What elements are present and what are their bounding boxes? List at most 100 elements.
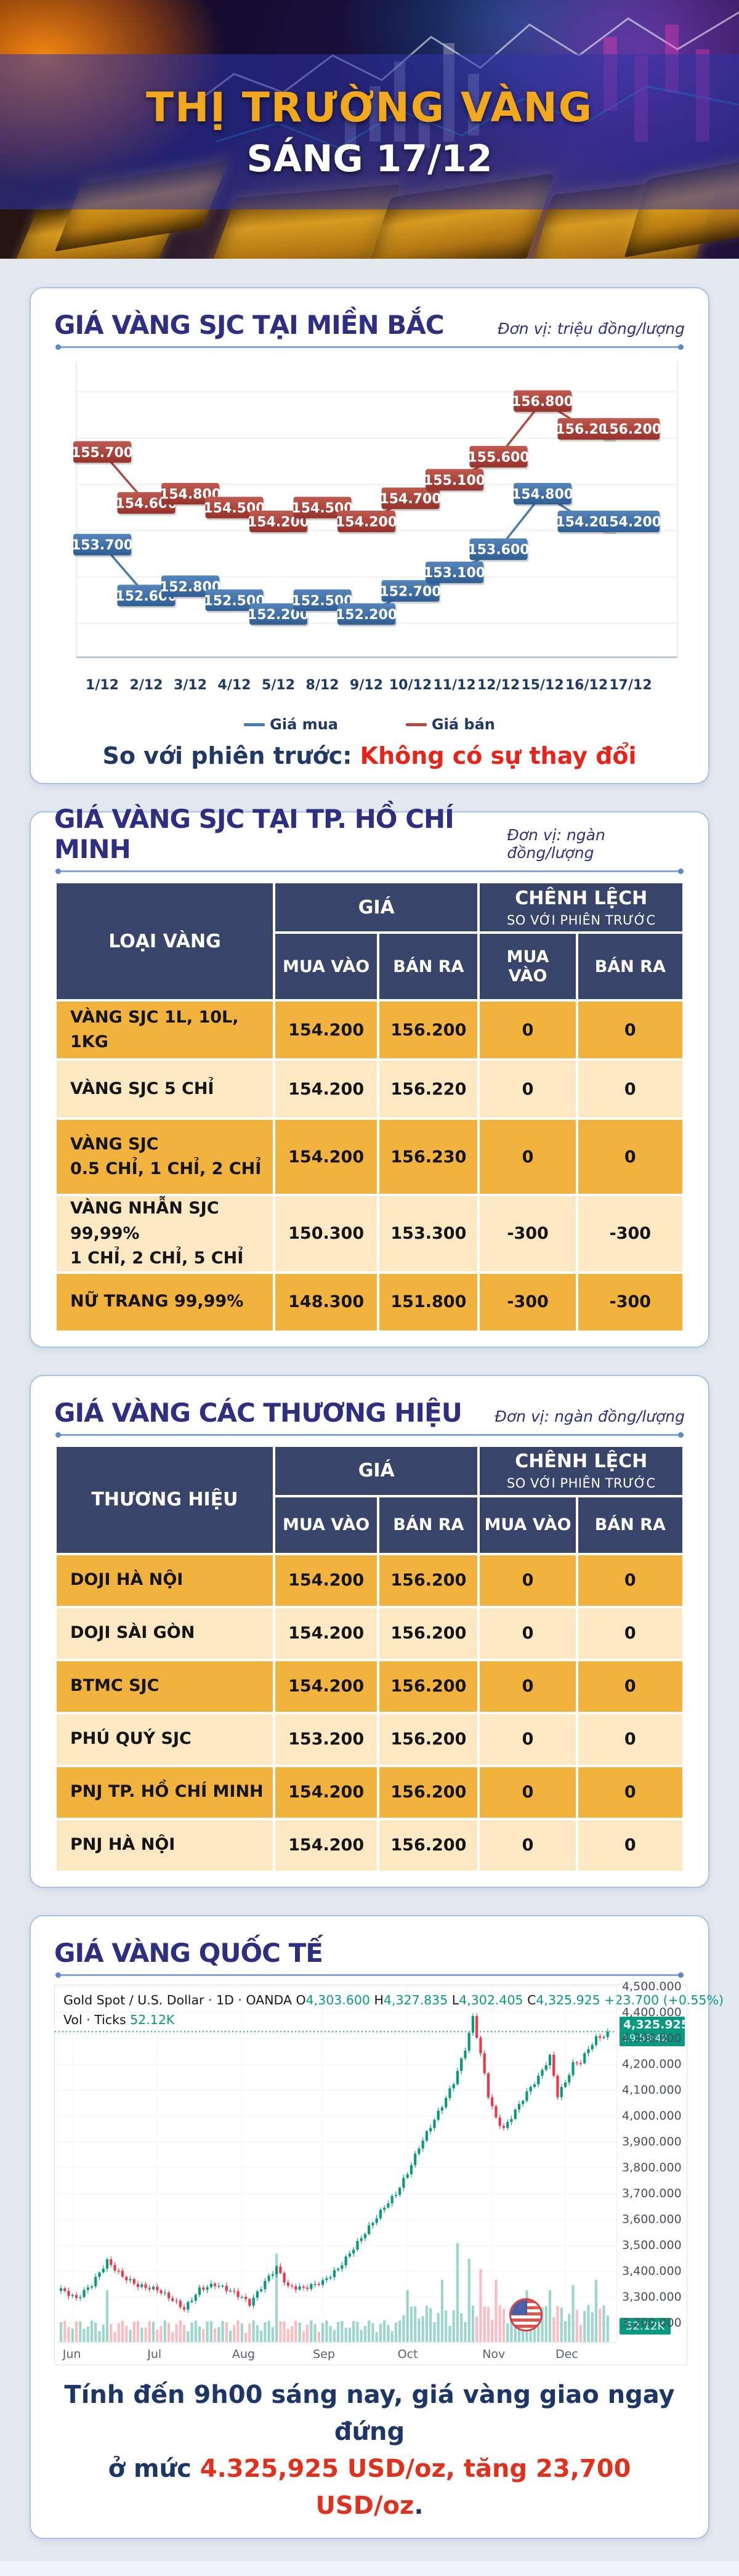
table-row: VÀNG SJC 0.5 CHỈ, 1 CHỈ, 2 CHỈ 154.200 156… [54,1117,685,1196]
us-flag-icon [509,2298,543,2331]
table-row: VÀNG NHẪN SJC 99,99% 1 CHỈ, 2 CHỈ, 5 CHỈ… [54,1194,685,1274]
volume-label: Vol · Ticks [63,2012,126,2027]
column-header-price: GIÁ [272,1444,480,1497]
table-row: PNJ TP. HỒ CHÍ MINH 154.200 156.200 0 0 [54,1764,685,1820]
time-axis-label: Sep [313,2347,335,2361]
price-axis-label: 3,400.000 [622,2264,682,2278]
data-label: 156.800 [512,394,573,410]
price-axis-label: 3,300.000 [622,2290,682,2304]
data-label-box [337,603,395,625]
sjc-hcm-price-table: LOẠI VÀNG GIÁ CHÊNH LỆCH SO VỚI PHIÊN TRƯỚC… [54,881,685,1333]
data-label-box [514,390,571,412]
price-axis-label: 4,100.000 [622,2083,682,2097]
data-label-box [161,575,219,597]
data-label-box [557,511,616,533]
price-axis-label: 4,200.000 [622,2057,682,2071]
time-axis-label: Jun [62,2347,81,2361]
data-label-box [426,469,483,491]
price-axis-label: 3,200.000 [622,2315,682,2330]
time-axis-label: Aug [232,2347,255,2361]
sell-price-cell: 156.200 [377,1658,480,1714]
data-label: 155.600 [467,450,529,465]
column-header-type: LOẠI VÀNG [54,881,275,1002]
divider-line [55,869,684,874]
symbol-name: Gold Spot / U.S. Dollar · 1D · OANDA [63,1992,296,2007]
ohlc-value: 4,302.405 [459,1992,528,2007]
legend-buy: Giá mua [244,716,338,733]
section-title-sjc-north: GIÁ VÀNG SJC TẠI MIỀN BẮC [54,310,445,340]
sell-change-cell: 0 [575,999,685,1061]
change-header-sub: SO VỚI PHIÊN TRƯỚC [506,1476,656,1491]
change-header-main: CHÊNH LỆCH [515,1451,648,1472]
buy-price-cell: 154.200 [272,1117,380,1196]
data-label-box [514,482,571,504]
legend-sell-label: Giá bán [431,716,495,733]
table-row: BTMC SJC 154.200 156.200 0 0 [54,1658,685,1714]
data-label-box [469,538,528,561]
gold-candlestick-chart [55,1985,616,2343]
price-axis-label: 4,500.000 [622,1979,682,1993]
buy-price-cell: 154.200 [272,1764,380,1820]
gold-type-cell: DOJI HÀ NỘI [54,1552,275,1608]
column-header-price: GIÁ [272,881,480,934]
content: GIÁ VÀNG SJC TẠI MIỀN BẮC Đơn vị: triệu … [0,287,739,2539]
buy-change-cell: 0 [477,999,578,1061]
x-axis-date-label: 3/12 [174,678,207,693]
buy-change-cell: 0 [477,1552,578,1608]
divider-line [55,344,684,350]
buy-change-cell: 0 [477,1817,578,1873]
card-sjc-north: GIÁ VÀNG SJC TẠI MIỀN BẮC Đơn vị: triệu … [30,287,709,784]
data-label: 152.200 [336,607,397,623]
sell-line-swatch [405,723,427,726]
column-header-change: CHÊNH LỆCH SO VỚI PHIÊN TRƯỚC [477,881,685,934]
sell-change-cell: 0 [575,1605,685,1661]
data-label-box [381,580,440,602]
data-label: 153.100 [424,565,485,581]
sell-price-cell: 156.200 [377,999,480,1061]
sub-column-header: MUA VÀO [272,931,380,1002]
price-axis-label: 3,900.000 [622,2134,682,2149]
gold-type-cell: VÀNG SJC 0.5 CHỈ, 1 CHỈ, 2 CHỈ [54,1117,275,1196]
buy-price-cell: 154.200 [272,1605,380,1661]
buy-change-cell: 0 [477,1764,578,1820]
data-label-box [381,487,440,509]
price-axis-label: 3,700.000 [622,2186,682,2200]
divider-line [55,1972,684,1978]
x-axis-date-label: 10/12 [389,678,432,693]
sub-column-header: BÁN RA [377,1494,480,1555]
title-band: THỊ TRƯỜNG VÀNG SÁNG 17/12 [0,54,739,209]
sell-change-cell: 0 [575,1764,685,1820]
sell-change-cell: 0 [575,1711,685,1767]
data-label-box [249,603,307,625]
gold-type-cell: NỮ TRANG 99,99% [54,1271,275,1333]
data-label-box [557,418,616,440]
sell-price-cell: 156.200 [377,1817,480,1873]
legend-buy-label: Giá mua [270,716,338,733]
time-axis: Jun Jul Aug Sep Oct Nov Dec [55,2341,616,2365]
note-highlight: Không có sự thay đổi [360,742,637,769]
sell-change-cell: 0 [575,1058,685,1120]
buy-change-cell: 0 [477,1605,578,1661]
price-table: LOẠI VÀNG GIÁ CHÊNH LỆCH SO VỚI PHIÊN TRƯỚC… [54,881,685,1333]
buy-price-cell: 154.200 [272,999,380,1061]
sell-price-cell: 156.230 [377,1117,480,1196]
table-row: PNJ HÀ NỘI 154.200 156.200 0 0 [54,1817,685,1873]
unit-label: Đơn vị: ngàn đồng/lượng [507,826,605,862]
column-header-type: THƯƠNG HIỆU [54,1444,275,1555]
sub-column-header: MUA VÀO [477,931,578,1002]
gold-type-cell: DOJI SÀI GÒN [54,1605,275,1661]
buy-change-cell: 0 [477,1117,578,1196]
buy-price-cell: 154.200 [272,1552,380,1608]
x-axis-date-label: 1/12 [86,678,119,693]
buy-change-cell: 0 [477,1658,578,1714]
sub-column-header: BÁN RA [575,931,685,1002]
price-axis-label: 3,600.000 [622,2212,682,2226]
time-axis-label: Nov [482,2347,506,2361]
note-prefix: So với phiên trước: [102,742,360,769]
table-row: VÀNG SJC 1L, 10L, 1KG 154.200 156.200 0 0 [54,999,685,1061]
last-price-badge: 4,325.925 19:58:42 [620,2016,689,2046]
volume-value: 52.12K [130,2012,175,2027]
data-label: 156.200 [600,422,661,437]
sell-change-cell: -300 [575,1194,685,1274]
table-row: DOJI HÀ NỘI 154.200 156.200 0 0 [54,1552,685,1608]
